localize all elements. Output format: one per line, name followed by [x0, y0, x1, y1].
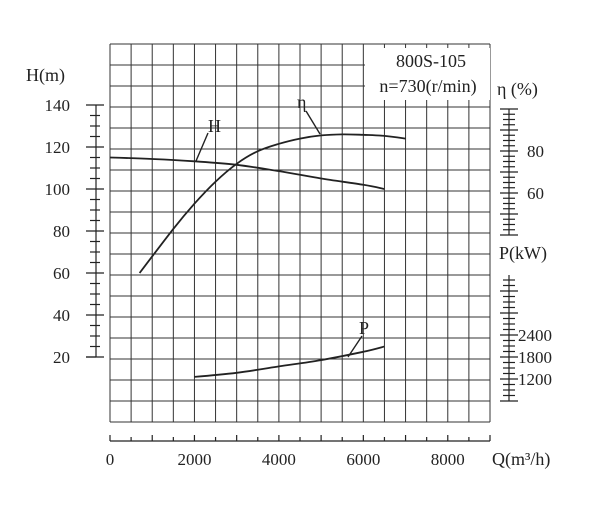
- h-tick-label: 100: [45, 180, 71, 199]
- eta-axis: [500, 108, 518, 236]
- x-axis: 0 2000 4000 6000 8000: [106, 435, 491, 469]
- eta-curve: [138, 133, 406, 274]
- eta-curve-label: η: [297, 92, 306, 112]
- chart-title: 800S-105: [396, 51, 466, 71]
- curves: [109, 133, 406, 378]
- title-box: [365, 48, 490, 100]
- h-curve: [109, 156, 385, 190]
- x-axis-label: Q(m³/h): [492, 449, 550, 470]
- x-tick-label: 6000: [346, 450, 380, 469]
- p-axis-label: P(kW): [499, 243, 547, 264]
- p-label-leader: [347, 335, 363, 358]
- p-curve-label: P: [359, 318, 369, 338]
- h-label-leader: [195, 132, 209, 162]
- x-tick-label: 8000: [431, 450, 465, 469]
- eta-tick-60: 60: [527, 184, 544, 203]
- eta-tick-80: 80: [527, 142, 544, 161]
- x-tick-label: 2000: [177, 450, 211, 469]
- h-tick-label: 40: [53, 306, 70, 325]
- grid: [109, 43, 491, 423]
- x-tick-label: 0: [106, 450, 115, 469]
- p-tick-2400: 2400: [518, 326, 552, 345]
- h-tick-label: 80: [53, 222, 70, 241]
- h-tick-label: 60: [53, 264, 70, 283]
- p-tick-1800: 1800: [518, 348, 552, 367]
- h-curve-label: H: [208, 116, 221, 136]
- eta-axis-label: η (%): [497, 79, 538, 100]
- p-tick-1200: 1200: [518, 370, 552, 389]
- h-tick-label: 140: [45, 96, 71, 115]
- x-tick-label: 4000: [262, 450, 296, 469]
- chart-subtitle: n=730(r/min): [379, 76, 476, 97]
- p-curve: [194, 345, 385, 378]
- p-axis: [500, 275, 518, 402]
- eta-label-leader: [305, 110, 321, 135]
- h-tick-label: 120: [45, 138, 71, 157]
- h-axis-label: H(m): [26, 65, 65, 86]
- h-tick-label: 20: [53, 348, 70, 367]
- h-axis: 140 120 100 80 60 40 20: [45, 96, 104, 367]
